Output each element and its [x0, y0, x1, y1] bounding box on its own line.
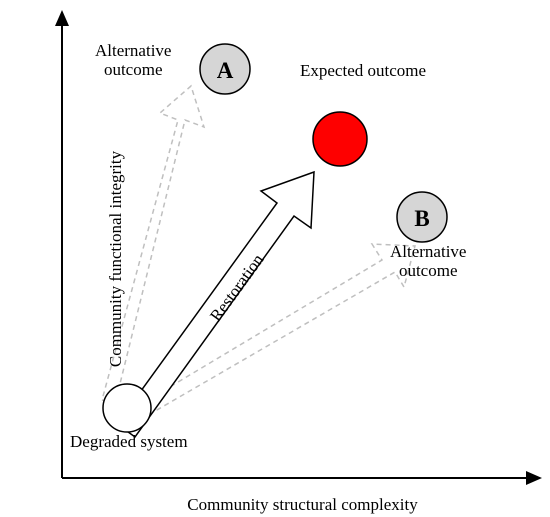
label-alt-b-line2: outcome: [399, 261, 458, 280]
x-axis-arrowhead: [526, 471, 542, 485]
diagram-container: A B Community functional integrity Commu…: [0, 0, 550, 517]
node-alt-a-letter: A: [217, 58, 234, 83]
y-axis-arrowhead: [55, 10, 69, 26]
node-alt-b-letter: B: [414, 206, 429, 231]
y-axis-label: Community functional integrity: [106, 150, 126, 366]
label-alt-b: Alternative outcome: [390, 243, 466, 280]
arrow-alt-b: [143, 244, 415, 414]
label-alt-a-line2: outcome: [104, 60, 163, 79]
label-alt-a: Alternative outcome: [95, 42, 171, 79]
label-alt-b-line1: Alternative: [390, 242, 466, 261]
node-expected: [313, 112, 367, 166]
x-axis-label: Community structural complexity: [187, 495, 417, 515]
label-expected: Expected outcome: [300, 62, 426, 81]
node-degraded: [103, 384, 151, 432]
label-alt-a-line1: Alternative: [95, 41, 171, 60]
label-degraded: Degraded system: [70, 433, 188, 452]
